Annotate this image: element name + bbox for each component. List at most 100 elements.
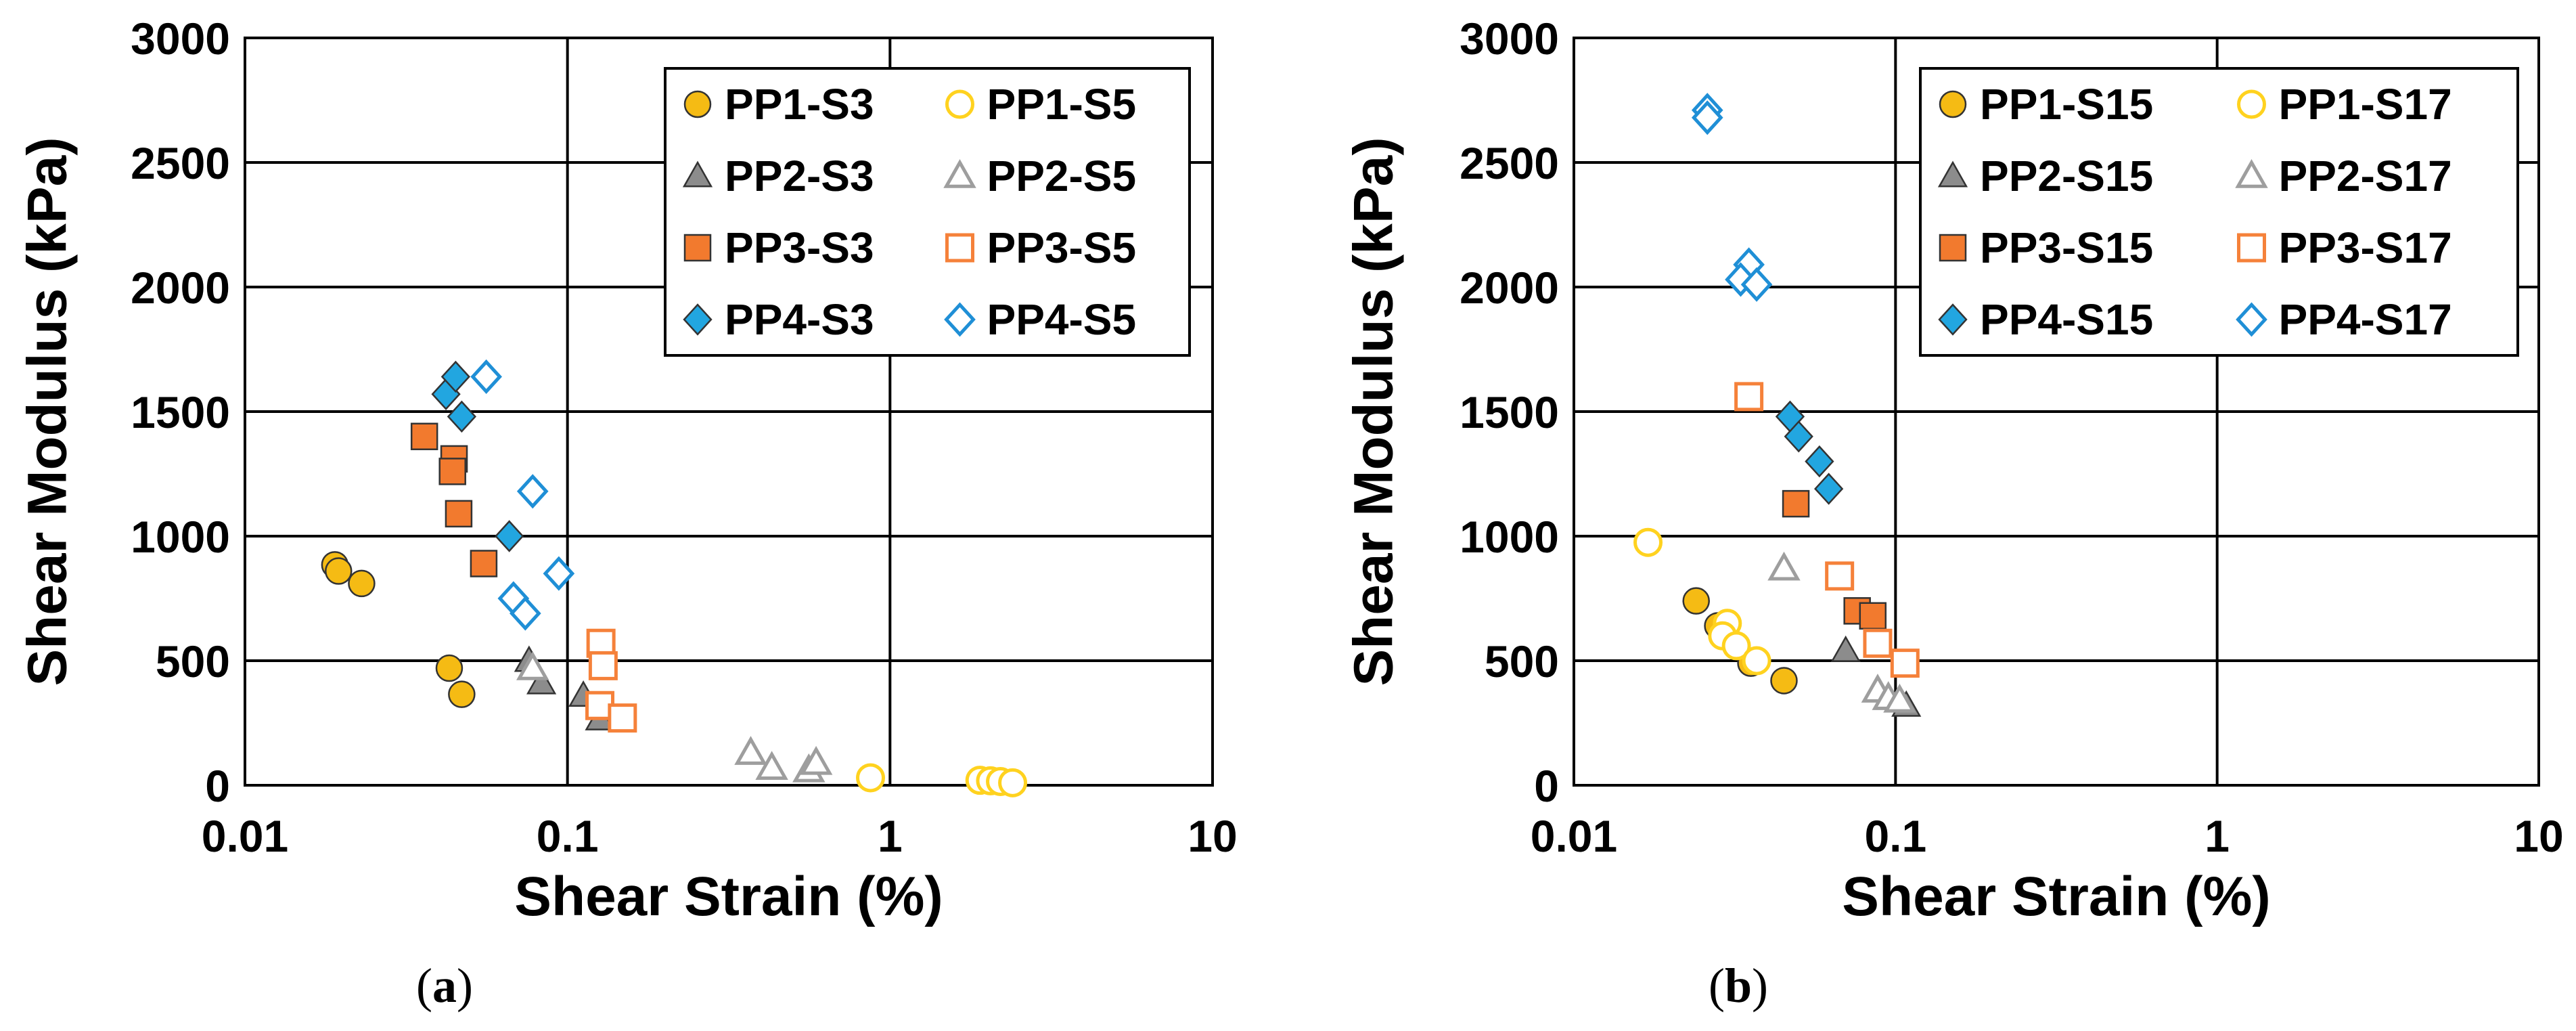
data-point [447, 400, 477, 433]
x-axis-title: Shear Strain (%) [1842, 866, 2270, 927]
data-point [440, 360, 471, 393]
legend-entry: PP1-S5 [945, 80, 1137, 129]
data-point [755, 751, 788, 780]
legend-entry: PP4-S3 [683, 295, 874, 344]
data-point [1784, 420, 1813, 453]
legend-label: PP3-S17 [2279, 223, 2452, 272]
data-point [1770, 667, 1798, 695]
legend-label: PP2-S17 [2279, 152, 2452, 200]
series-pp2-s5 [516, 651, 833, 783]
x-tick-label: 1 [2205, 811, 2230, 861]
data-point [1830, 635, 1861, 662]
series-pp4-s5 [470, 359, 575, 631]
data-point [348, 569, 376, 598]
data-point [495, 520, 524, 552]
legend-marker [2235, 158, 2268, 188]
legend-label: PP2-S3 [725, 152, 874, 200]
data-point [799, 745, 833, 775]
data-point [526, 667, 557, 695]
data-point [438, 458, 466, 485]
data-point [470, 550, 498, 577]
data-point [608, 703, 637, 733]
series-pp1-s5 [856, 763, 1028, 797]
y-tick-label: 3000 [131, 14, 230, 64]
y-tick-label: 3000 [1460, 14, 1559, 64]
x-tick-label: 0.1 [1864, 811, 1926, 861]
legend-label: PP4-S5 [987, 295, 1137, 344]
legend-label: PP1-S17 [2279, 80, 2452, 129]
legend-entry: PP2-S3 [682, 152, 874, 200]
series-pp3-s15 [1782, 489, 1887, 630]
y-tick-label: 2000 [1460, 263, 1559, 313]
data-point [1890, 649, 1920, 678]
legend-label: PP3-S5 [987, 223, 1137, 272]
y-tick-label: 500 [156, 636, 230, 686]
series-pp3-s5 [585, 628, 637, 733]
y-tick-label: 2500 [131, 138, 230, 188]
plot-frame [1573, 37, 2540, 787]
y-axis-title: Shear Modulus (kPa) [17, 137, 78, 686]
legend-label: PP1-S5 [987, 80, 1137, 129]
legend-label: PP3-S15 [1980, 223, 2153, 272]
data-point [1740, 267, 1773, 302]
data-point [1725, 262, 1757, 297]
y-tick-label: 500 [1485, 636, 1559, 686]
y-tick-label: 0 [205, 761, 230, 811]
legend-entry: PP3-S15 [1939, 223, 2153, 272]
y-tick-label: 2500 [1460, 138, 1559, 188]
data-point [435, 654, 464, 682]
legend-entry: PP2-S17 [2235, 152, 2452, 200]
legend-marker [1939, 90, 1967, 118]
plot-frame [244, 37, 1214, 787]
legend-entry: PP4-S15 [1938, 295, 2153, 344]
legend-marker [2237, 89, 2266, 119]
legend-entry: PP1-S17 [2237, 80, 2452, 129]
data-point [448, 680, 476, 708]
legend-marker [683, 303, 713, 336]
legend-marker [945, 233, 974, 263]
legend-box [1919, 67, 2519, 357]
x-tick-label: 1 [878, 811, 903, 861]
data-point [1767, 551, 1801, 581]
series-pp4-s3 [431, 360, 524, 552]
legend-label: PP1-S15 [1980, 80, 2153, 129]
data-point [588, 651, 618, 680]
legend-label: PP1-S3 [725, 80, 874, 129]
chart-panel-b: 0 500 1000 1500 2000 2500 3000 0.01 0.1 1 10 Shear … [1343, 14, 2564, 1013]
y-tick-label: 1000 [131, 512, 230, 562]
legend-label: PP4-S3 [725, 295, 874, 344]
legend-box [664, 67, 1191, 357]
data-point [1633, 527, 1663, 557]
x-tick-label: 10 [2514, 811, 2563, 861]
legend-entry: PP2-S5 [943, 152, 1136, 200]
y-tick-label: 1500 [1460, 387, 1559, 437]
data-point [1863, 628, 1893, 658]
y-tick-label: 2000 [131, 263, 230, 313]
data-point [998, 768, 1028, 797]
series-pp1-s3 [321, 551, 476, 708]
legend-marker [943, 158, 976, 188]
legend-marker [1938, 303, 1968, 336]
data-point [1734, 382, 1764, 412]
data-point [470, 359, 502, 395]
legend-marker [682, 160, 713, 188]
legend-entry: PP3-S17 [2237, 223, 2452, 272]
data-point [856, 763, 886, 793]
legend-marker [2236, 302, 2267, 337]
data-point [734, 736, 767, 765]
legend-marker [944, 302, 976, 337]
data-point [1859, 602, 1887, 630]
data-point [1721, 631, 1751, 661]
legend-marker [1937, 160, 1968, 188]
data-point [509, 596, 541, 631]
data-point [1883, 683, 1916, 713]
legend-entry: PP2-S15 [1937, 152, 2153, 200]
y-tick-label: 1500 [131, 387, 230, 437]
data-point [445, 500, 473, 528]
data-point [324, 557, 353, 585]
series-pp4-s15 [1775, 400, 1844, 505]
data-point [1825, 561, 1855, 591]
panel-label: (b) [1709, 959, 1768, 1013]
data-point [410, 422, 438, 451]
